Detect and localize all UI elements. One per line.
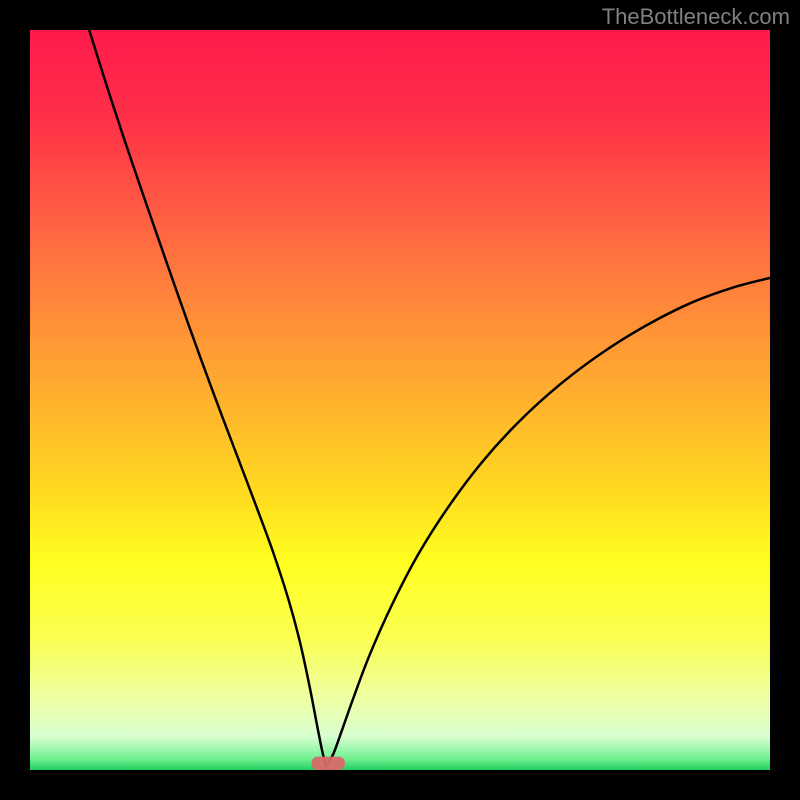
chart-frame: TheBottleneck.com — [0, 0, 800, 800]
watermark-text: TheBottleneck.com — [602, 4, 790, 30]
bottleneck-chart — [30, 30, 770, 770]
optimum-marker — [312, 757, 345, 770]
gradient-background — [30, 30, 770, 770]
